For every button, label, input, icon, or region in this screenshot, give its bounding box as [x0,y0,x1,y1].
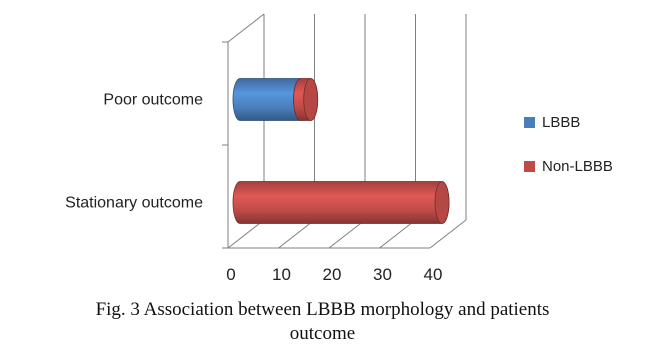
legend-label-lbbb: LBBB [542,113,581,131]
chart-svg: Poor outcome Stationary outcome 0 10 20 30 40 [65,13,467,285]
bar-stationary-outcome-non-lbbb [232,181,450,224]
grid-layer [222,13,467,249]
category-label-1: Stationary outcome [65,195,203,212]
category-label-0: Poor outcome [103,92,203,109]
legend-label-non-lbbb: Non-LBBB [542,157,613,175]
legend-item-lbbb: LBBB [524,112,613,132]
legend: LBBB Non-LBBB [524,112,613,200]
x-tick-10: 10 [272,265,291,284]
figure-caption: Fig. 3 Association between LBBB morpholo… [0,298,645,346]
labels-layer: Poor outcome Stationary outcome 0 10 20 30 40 [65,92,442,285]
legend-swatch-lbbb [524,116,535,128]
chart-area: Poor outcome Stationary outcome 0 10 20 30 40 … [65,13,613,285]
caption-line-1: Fig. 3 Association between LBBB morpholo… [95,299,550,320]
legend-item-non-lbbb: Non-LBBB [524,156,613,176]
bars-layer [232,78,450,224]
legend-swatch-non-lbbb [524,160,535,172]
x-tick-0: 0 [226,265,235,284]
bar-poor-outcome-non-lbbb [293,78,319,121]
x-tick-40: 40 [424,265,443,284]
caption-line-2: outcome [289,323,356,344]
x-tick-20: 20 [323,265,342,284]
x-tick-30: 30 [373,265,392,284]
